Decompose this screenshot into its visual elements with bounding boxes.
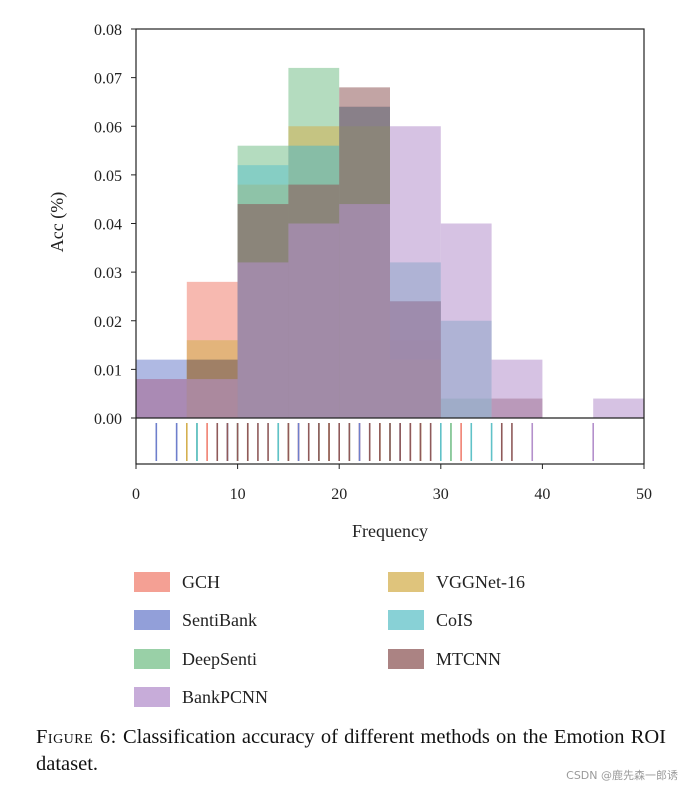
legend-item-vggnet16: VGGNet-16 (388, 570, 525, 594)
y-tick-label-6: 0.06 (94, 119, 122, 136)
y-tick-label-0: 0.00 (94, 411, 122, 428)
figure-caption: Figure 6: Classification accuracy of dif… (36, 724, 666, 778)
legend-swatch-vggnet16 (388, 572, 424, 592)
legend-swatch-deepsenti (134, 649, 170, 669)
y-tick-label-7: 0.07 (94, 71, 122, 88)
y-axis-label: Acc (%) (47, 192, 68, 252)
rug-strip (155, 423, 595, 461)
legend-swatch-bankpcnn (134, 687, 170, 707)
bar-bankpcnn-15 (288, 223, 340, 418)
x-tick-label-5: 50 (636, 486, 652, 503)
histogram-chart: 0.00 0.01 0.02 0.03 0.04 0.05 0.06 0.07 0.08 0 10… (47, 22, 652, 541)
x-tick-label-4: 40 (534, 486, 550, 503)
legend-swatch-cois (388, 610, 424, 630)
y-axis: 0.00 0.01 0.02 0.03 0.04 0.05 0.06 0.07 0.08 (94, 22, 136, 428)
legend-label-vggnet16: VGGNet-16 (436, 571, 525, 592)
y-tick-label-4: 0.04 (94, 217, 122, 234)
legend-label-sentibank: SentiBank (182, 609, 257, 630)
figure-caption-label: Figure 6: (36, 726, 117, 748)
x-tick-label-0: 0 (132, 486, 140, 503)
chart-legend: GCH VGGNet-16 SentiBank CoIS DeepSenti M… (134, 570, 654, 720)
y-tick-label-3: 0.03 (94, 265, 122, 282)
y-tick-label-1: 0.01 (94, 362, 122, 379)
histogram-bars (136, 67, 644, 419)
x-tick-label-2: 20 (331, 486, 347, 503)
legend-label-deepsenti: DeepSenti (182, 648, 257, 669)
bar-bankpcnn-0 (136, 379, 187, 418)
plot-frame (135, 28, 645, 465)
legend-item-bankpcnn: BankPCNN (134, 685, 268, 709)
bar-bankpcnn-10 (237, 262, 289, 418)
y-tick-label-5: 0.05 (94, 168, 122, 185)
bar-bankpcnn-45 (593, 398, 644, 418)
x-axis-label: Frequency (352, 521, 428, 541)
legend-label-cois: CoIS (436, 609, 474, 630)
legend-label-mtcnn: MTCNN (436, 648, 502, 669)
bar-bankpcnn-25 (390, 126, 441, 418)
bar-bankpcnn-30 (440, 223, 492, 418)
x-tick-label-1: 10 (230, 486, 246, 503)
legend-item-deepsenti: DeepSenti (134, 647, 257, 671)
legend-swatch-gch (134, 572, 170, 592)
legend-item-cois: CoIS (388, 608, 473, 632)
figure-caption-text: Classification accuracy of different met… (36, 726, 666, 775)
legend-item-gch: GCH (134, 570, 220, 594)
watermark: CSDN @鹿先森一郎诱 (566, 769, 678, 782)
y-tick-label-2: 0.02 (94, 314, 122, 331)
legend-label-gch: GCH (182, 571, 221, 592)
y-tick-label-8: 0.08 (94, 22, 122, 39)
legend-item-mtcnn: MTCNN (388, 647, 501, 671)
legend-label-bankpcnn: BankPCNN (182, 686, 269, 707)
plot-border (135, 28, 645, 465)
legend-swatch-sentibank (134, 610, 170, 630)
legend-item-sentibank: SentiBank (134, 608, 257, 632)
x-axis: 0 10 20 30 40 50 (132, 464, 652, 503)
bar-bankpcnn-20 (339, 204, 390, 418)
bar-bankpcnn-5 (186, 379, 238, 418)
x-tick-label-3: 30 (433, 486, 449, 503)
legend-swatch-mtcnn (388, 649, 424, 669)
bar-bankpcnn-35 (491, 359, 543, 418)
